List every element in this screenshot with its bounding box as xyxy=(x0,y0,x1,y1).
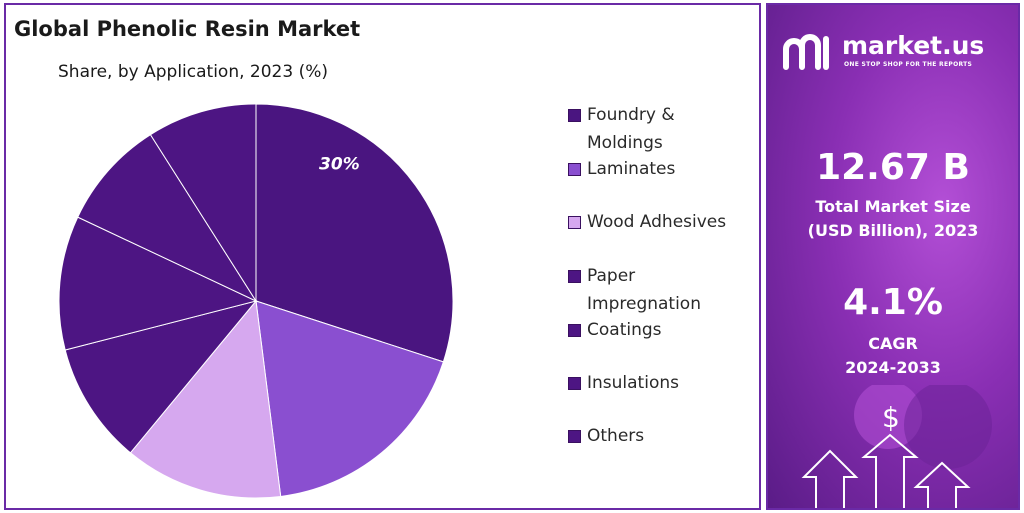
pie-slice-laminates xyxy=(255,300,444,498)
legend-swatch xyxy=(568,270,581,283)
pie-slice-paper-impregnation xyxy=(64,300,258,454)
cagr-label-line2: 2024-2033 xyxy=(845,358,941,377)
legend-swatch xyxy=(568,109,581,122)
market-us-logo-icon xyxy=(783,34,829,70)
legend-item-coatings: Coatings xyxy=(568,316,662,344)
svg-text:$: $ xyxy=(882,401,900,434)
legend-item-wood-adhesives: Wood Adhesives xyxy=(568,208,726,236)
chart-title: Global Phenolic Resin Market xyxy=(14,17,361,41)
legend-item-insulations: Insulations xyxy=(568,369,679,397)
legend: Foundry & Moldings Laminates Wood Adhesi… xyxy=(568,101,758,461)
pie-slice-others xyxy=(149,103,257,303)
market-size-label-line1: Total Market Size xyxy=(815,197,971,216)
legend-label: Wood Adhesives xyxy=(587,212,727,232)
chart-subtitle: Share, by Application, 2023 (%) xyxy=(58,62,328,82)
cagr-label: CAGR 2024-2033 xyxy=(768,332,1018,380)
cagr-value: 4.1% xyxy=(843,282,943,323)
legend-item-others: Others xyxy=(568,422,644,450)
market-size-value: 12.67 B xyxy=(816,147,970,188)
legend-swatch xyxy=(568,163,581,176)
pie-slice-wood-adhesives xyxy=(129,299,282,499)
legend-swatch xyxy=(568,324,581,337)
market-size-label-line2: (USD Billion), 2023 xyxy=(807,221,979,240)
legend-item-paper-impregnation: Paper Impregnation xyxy=(568,262,701,318)
pie-data-label-foundry-moldings: 30% xyxy=(319,155,360,175)
pie-slice-foundry-moldings xyxy=(255,103,454,363)
summary-panel: market.us ONE STOP SHOP FOR THE REPORTS … xyxy=(766,3,1020,510)
dollar-arrows-icon: $ xyxy=(801,385,992,508)
legend-label: Coatings xyxy=(587,320,662,340)
legend-swatch xyxy=(568,216,581,229)
legend-label: Others xyxy=(587,426,645,446)
pie-chart: 30% xyxy=(58,103,454,499)
legend-swatch xyxy=(568,430,581,443)
brand-tagline: ONE STOP SHOP FOR THE REPORTS xyxy=(844,61,973,68)
legend-item-foundry-moldings: Foundry & Moldings xyxy=(568,101,675,157)
brand: market.us ONE STOP SHOP FOR THE REPORTS xyxy=(782,31,984,71)
pie-slice-insulations xyxy=(77,133,258,303)
legend-label: Laminates xyxy=(587,159,676,179)
legend-label: Foundry & Moldings xyxy=(587,105,675,153)
chart-panel: 30% Global Phenolic Resin Market Share, … xyxy=(4,3,761,510)
legend-label: Insulations xyxy=(587,373,679,393)
legend-swatch xyxy=(568,377,581,390)
legend-label: Paper Impregnation xyxy=(587,266,701,314)
brand-name: market.us xyxy=(842,31,985,60)
market-size-label: Total Market Size (USD Billion), 2023 xyxy=(768,195,1018,243)
cagr-label-line1: CAGR xyxy=(868,334,918,353)
pie-slice-coatings xyxy=(58,216,258,351)
legend-item-laminates: Laminates xyxy=(568,155,675,183)
